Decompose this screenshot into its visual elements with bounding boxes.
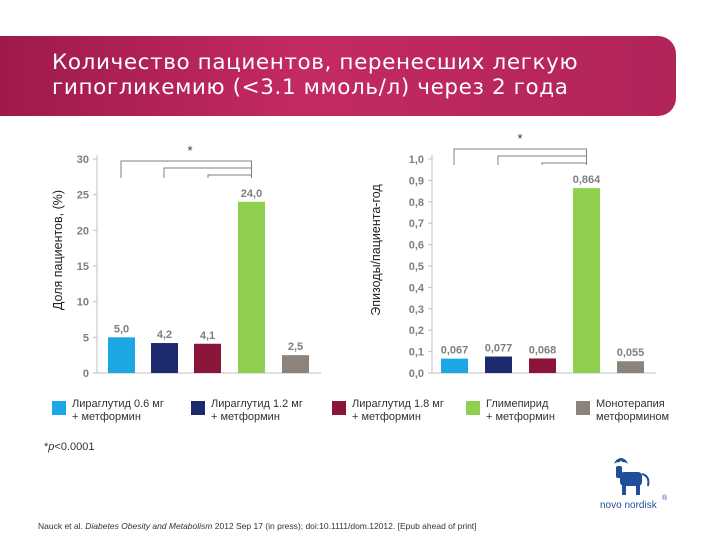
y-tick-label: 0,8 <box>409 197 424 209</box>
bar <box>238 201 265 373</box>
bar-value-label: 0,864 <box>573 174 601 186</box>
title-line-1: Количество пациентов, перенесших легкую <box>52 50 579 75</box>
y-tick-label: 0,0 <box>409 368 424 380</box>
title-line-2: гипогликемию (<3.1 ммоль/л) через 2 года <box>52 75 569 100</box>
y-tick-label: 0 <box>83 368 89 380</box>
y-tick-label: 20 <box>77 225 89 237</box>
logo-text: novo nordisk <box>600 500 658 511</box>
bar-value-label: 0,077 <box>485 343 513 355</box>
y-tick-label: 0,3 <box>409 304 424 316</box>
charts-area: 0 5 10 15 20 25 30 Доля пациентов, (%) 5,0 4,2 4,1… <box>51 131 656 380</box>
y-tick-label: 5 <box>83 332 89 344</box>
legend-item-lira-1-8: Лираглутид 1.8 мг + метформин <box>332 398 444 424</box>
significance-bracket <box>541 162 587 165</box>
bar-value-label: 0,068 <box>529 344 557 356</box>
bar <box>282 355 309 373</box>
bar <box>194 343 221 373</box>
significance-bracket <box>207 174 252 178</box>
y-tick-label: 0,1 <box>409 347 424 359</box>
y-tick-label: 25 <box>77 190 89 202</box>
legend: Лираглутид 0.6 мг + метформин Лираглутид … <box>0 398 720 438</box>
bar <box>529 358 556 373</box>
legend-item-lira-0-6: Лираглутид 0.6 мг + метформин <box>52 398 164 424</box>
y-tick-label: 0,6 <box>409 240 424 252</box>
legend-label: + метформин <box>72 411 141 423</box>
legend-label: + метформин <box>486 411 555 423</box>
bar-value-label: 4,1 <box>200 330 215 342</box>
bar-value-label: 2,5 <box>288 341 303 353</box>
y-tick-label: 0,4 <box>409 282 425 294</box>
title-banner <box>0 36 676 116</box>
legend-label: Монотерапия <box>596 398 665 410</box>
bar <box>485 356 512 373</box>
bar-value-label: 0,067 <box>441 345 469 357</box>
legend-swatch <box>576 401 590 415</box>
legend-item-glimepiride: Глимепирид + метформин <box>466 398 555 424</box>
legend-label: метформином <box>596 411 670 423</box>
y-tick-label: 1,0 <box>409 154 424 166</box>
y-tick-label: 30 <box>77 154 89 166</box>
legend-label: Лираглутид 1.8 мг <box>352 398 444 410</box>
legend-swatch <box>466 401 480 415</box>
logo-registered-mark: ® <box>662 494 668 502</box>
bar <box>573 188 600 373</box>
legend-label: + метформин <box>211 411 280 423</box>
bar <box>108 337 135 373</box>
significance-star: * <box>517 131 522 146</box>
bar <box>617 361 644 373</box>
bar-value-label: 24,0 <box>241 188 262 200</box>
significance-footnote: *p<0.0001 <box>44 441 95 453</box>
y-tick-label: 10 <box>77 297 89 309</box>
legend-swatch <box>52 401 66 415</box>
significance-bracket <box>163 167 252 178</box>
y-tick-label: 15 <box>77 261 89 273</box>
bar <box>151 343 178 373</box>
y-axis-label: Эпизоды/пациента-год <box>369 184 383 316</box>
legend-label: Лираглутид 1.2 мг <box>211 398 303 410</box>
bar-value-label: 5,0 <box>114 323 129 335</box>
y-tick-label: 0,2 <box>409 325 424 337</box>
citation: Nauck et al. Diabetes Obesity and Metabo… <box>38 521 477 531</box>
legend-label: Глимепирид <box>486 398 549 410</box>
y-axis-label: Доля пациентов, (%) <box>51 190 65 310</box>
legend-item-metformin-mono: Монотерапия метформином <box>576 398 669 424</box>
bar <box>441 358 468 373</box>
bar-value-label: 0,055 <box>617 347 645 359</box>
significance-star: * <box>187 143 192 158</box>
significance-bracket <box>497 155 587 165</box>
legend-swatch <box>191 401 205 415</box>
y-tick-label: 0,5 <box>409 261 424 273</box>
bar-value-label: 4,2 <box>157 329 172 341</box>
legend-item-lira-1-2: Лираглутид 1.2 мг + метформин <box>191 398 303 424</box>
legend-label: Лираглутид 0.6 мг <box>72 398 164 410</box>
y-tick-label: 0,9 <box>409 175 424 187</box>
legend-swatch <box>332 401 346 415</box>
novo-nordisk-bull-logo: novo nordisk ® <box>598 456 668 520</box>
page-title: Количество пациентов, перенесших легкую … <box>52 50 662 100</box>
y-tick-label: 0,7 <box>409 218 424 230</box>
legend-label: + метформин <box>352 411 421 423</box>
